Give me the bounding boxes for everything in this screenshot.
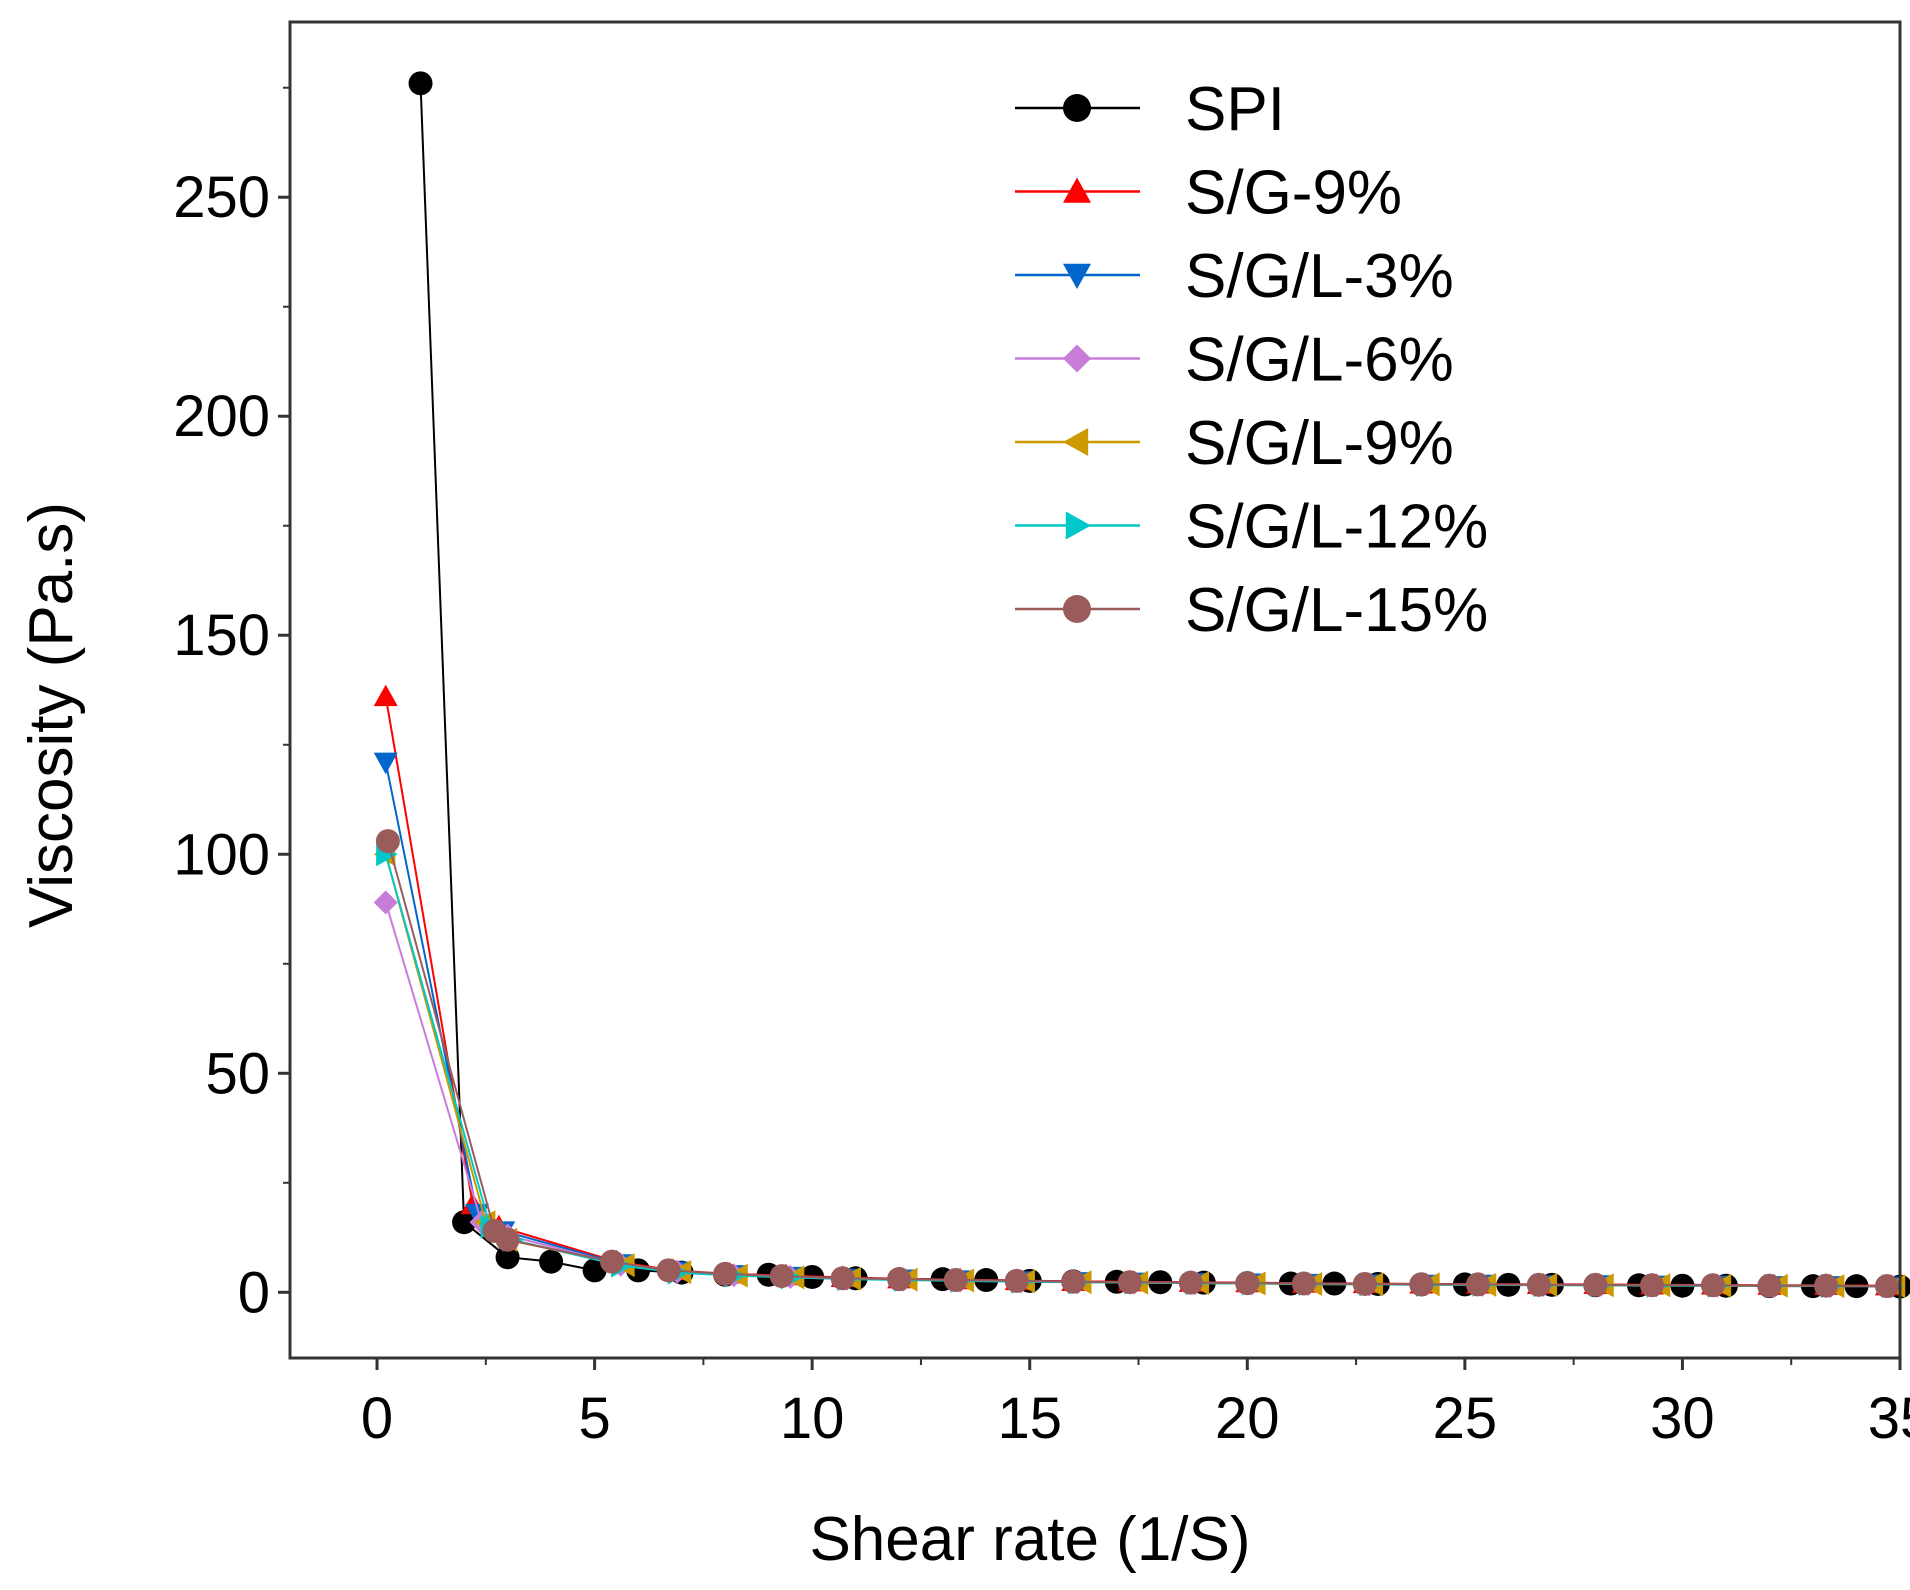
data-point: [1178, 1270, 1203, 1295]
data-point: [1874, 1274, 1899, 1299]
data-point: [1117, 1270, 1142, 1295]
legend-item: S/G/L-3%: [1015, 242, 1454, 311]
data-point: [495, 1245, 520, 1270]
y-tick-label: 150: [173, 603, 270, 668]
data-point: [1291, 1271, 1316, 1296]
series-group: [373, 71, 1910, 1299]
legend-item: S/G/L-9%: [1015, 409, 1454, 478]
legend-marker: [1063, 177, 1091, 203]
data-point: [1004, 1268, 1029, 1293]
data-point: [408, 71, 433, 96]
data-point: [1061, 1269, 1086, 1294]
y-tick-label: 0: [238, 1260, 270, 1325]
data-point: [887, 1267, 912, 1292]
legend-label: SPI: [1185, 75, 1285, 144]
data-point: [375, 829, 400, 854]
series-6: [375, 829, 1899, 1299]
data-point: [373, 890, 398, 915]
y-tick-label: 200: [173, 384, 270, 449]
series-line: [419, 83, 1901, 1288]
legend-label: S/G/L-12%: [1185, 493, 1488, 562]
legend-marker: [1063, 428, 1089, 456]
x-axis-title: Shear rate (1/S): [809, 1505, 1250, 1574]
legend-marker: [1063, 263, 1091, 289]
legend-label: S/G/L-3%: [1185, 242, 1454, 311]
series-line: [384, 853, 1892, 1288]
series-line: [384, 853, 1896, 1288]
x-tick-label: 25: [1433, 1386, 1498, 1451]
series-line: [384, 696, 1887, 1287]
x-tick-label: 10: [780, 1386, 845, 1451]
x-tick-label: 5: [578, 1386, 610, 1451]
plot-frame: [288, 20, 1902, 1360]
series-0: [408, 71, 1910, 1299]
legend-label: S/G/L-9%: [1185, 409, 1454, 478]
legend-item: S/G-9%: [1015, 159, 1402, 228]
series-line: [386, 840, 1887, 1288]
legend-label: S/G/L-6%: [1185, 326, 1454, 395]
x-tick-label: 0: [361, 1386, 393, 1451]
series-4: [373, 842, 1906, 1299]
x-tick-label: 20: [1215, 1386, 1280, 1451]
data-point: [452, 1210, 477, 1235]
series-5: [376, 842, 1904, 1299]
legend-marker: [1063, 344, 1091, 373]
y-axis-title: Viscosity (Pa.s): [17, 502, 86, 928]
data-point: [713, 1261, 738, 1286]
legend-marker: [1063, 94, 1091, 122]
data-point: [1583, 1272, 1608, 1297]
x-tick-label: 15: [997, 1386, 1062, 1451]
data-point: [943, 1268, 968, 1293]
series-1: [373, 684, 1899, 1296]
x-tick-label: 30: [1650, 1386, 1715, 1451]
series-line: [384, 762, 1892, 1288]
data-point: [1639, 1273, 1664, 1298]
legend-item: S/G/L-6%: [1015, 326, 1454, 395]
data-point: [600, 1249, 624, 1274]
series-2: [373, 752, 1904, 1299]
legend-label: S/G/L-15%: [1185, 576, 1488, 645]
data-point: [539, 1249, 564, 1274]
legend-marker: [1065, 511, 1091, 540]
data-point: [830, 1266, 855, 1291]
legend-marker: [1063, 595, 1091, 623]
data-point: [1409, 1272, 1434, 1297]
data-point: [1465, 1272, 1490, 1297]
data-point: [1814, 1273, 1839, 1298]
x-tick-label: 35: [1868, 1386, 1910, 1451]
data-point: [1757, 1273, 1782, 1298]
y-tick-label: 50: [205, 1041, 270, 1106]
y-tick-label: 100: [173, 822, 270, 887]
data-point: [1526, 1272, 1551, 1297]
data-point: [1235, 1271, 1260, 1296]
data-point: [373, 684, 398, 707]
data-point: [769, 1264, 794, 1289]
axis-ticks: [278, 86, 1902, 1370]
legend-label: S/G-9%: [1185, 159, 1402, 228]
data-point: [1352, 1271, 1377, 1296]
legend: SPI S/G-9% S/G/L-3% S/G/L-6% S/G/L-9% S/G/L-1…: [1015, 75, 1488, 645]
y-tick-label: 250: [173, 165, 270, 230]
tick-labels: 0 5 10 15 20 25 30 35 0 50 100 150 200 250: [173, 165, 1910, 1451]
legend-item: SPI: [1015, 75, 1285, 144]
series-3: [373, 890, 1904, 1299]
data-point: [495, 1227, 520, 1252]
legend-item: S/G/L-15%: [1015, 576, 1488, 645]
data-point: [656, 1258, 681, 1283]
data-point: [373, 752, 398, 775]
legend-item: S/G/L-12%: [1015, 493, 1488, 562]
data-point: [1700, 1273, 1725, 1298]
series-line: [384, 902, 1892, 1288]
